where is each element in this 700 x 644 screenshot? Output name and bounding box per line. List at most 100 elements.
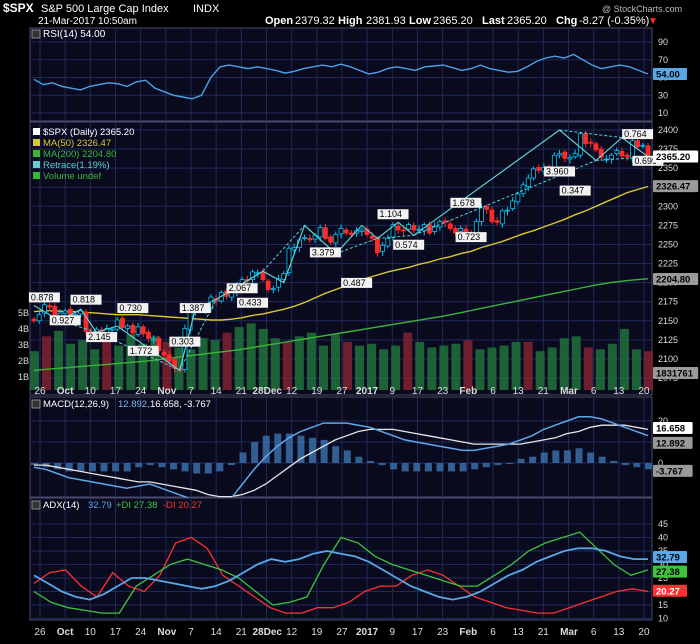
candle-body (536, 166, 542, 171)
x-axis-price-label: 13 (513, 386, 525, 397)
last-label: Last (482, 15, 505, 27)
candle-body (151, 338, 157, 341)
macd-histogram-bar (413, 463, 421, 472)
macd-histogram-bar (216, 463, 224, 472)
macd-line (33, 416, 649, 506)
price-legend-item: Volume undef (43, 171, 101, 182)
retrace-label-bg (237, 297, 269, 308)
macd-histogram-bar (575, 448, 583, 463)
x-axis-bottom-label: 27 (336, 627, 348, 638)
ma50-badge (653, 180, 699, 193)
macd-histogram-bar (297, 435, 305, 463)
volume-bar (367, 343, 377, 390)
plus-di-badge-label: 27.38 (656, 567, 680, 578)
x-axis-price-label: 24 (135, 386, 147, 397)
macd-histogram-bar (332, 446, 340, 463)
retrace-label-bg (28, 292, 60, 303)
price-tick-label: 2300 (658, 201, 678, 211)
volume-bar (198, 338, 208, 390)
x-axis-bottom-label: 7 (188, 627, 194, 638)
macd-histogram-bar (251, 442, 259, 463)
candle-body (593, 143, 599, 151)
candle-body (562, 151, 568, 159)
x-axis-bottom-label: 13 (513, 627, 525, 638)
volume-bar (547, 347, 557, 390)
volume-badge-label: 1831761 (656, 369, 694, 380)
macd-histogram-bar (262, 435, 270, 463)
macd-histogram-bar (77, 463, 85, 472)
x-axis-bottom-label: 19 (311, 627, 323, 638)
rsi-badge (653, 67, 687, 80)
price-tick-label: 2250 (658, 239, 678, 249)
x-axis-price-label: 21 (236, 386, 248, 397)
candle-body (489, 209, 495, 222)
volume-bar (343, 341, 353, 390)
macd-histogram-bar (135, 463, 143, 468)
retrace-dashed-line (559, 129, 623, 139)
macd-histogram-bar (123, 463, 131, 472)
plus-di-badge (653, 565, 687, 578)
symbol: $SPX (3, 1, 34, 15)
candle-body (531, 168, 536, 179)
rsi-legend-swatch (31, 29, 41, 39)
macd-histogram-bar (239, 452, 247, 463)
index-name: S&P 500 Large Cap Index (41, 3, 169, 15)
x-axis-bottom-label: 13 (613, 627, 625, 638)
macd-histogram-bar (621, 463, 629, 466)
macd-histogram-bar (285, 433, 293, 463)
candle-body (140, 326, 146, 335)
macd-histogram-bar (587, 452, 595, 463)
candle-body (479, 207, 484, 222)
rsi-badge-label: 54.00 (656, 69, 680, 80)
candle-body (515, 193, 521, 203)
rsi-panel-frame (29, 27, 653, 122)
candle-body (307, 237, 313, 241)
macd-histogram-bar (227, 463, 235, 466)
macd-signal-badge (653, 422, 693, 435)
retrace-dashed-line (413, 160, 597, 236)
macd-histogram-bar (540, 452, 548, 463)
retrace-label-bg (169, 336, 201, 347)
candle-body (375, 237, 380, 254)
candle-body (135, 326, 141, 335)
candle-body (494, 220, 500, 223)
retrace-label: 1.678 (452, 198, 475, 208)
volume-bar (427, 347, 437, 390)
x-axis-price-label: 23 (437, 386, 449, 397)
candle-body (130, 324, 136, 334)
candle-body (322, 227, 328, 239)
retrace-label: 0.730 (119, 303, 142, 313)
ma200-badge (653, 272, 699, 285)
x-axis-bottom-label: 20 (638, 627, 650, 638)
x-axis-price-label: 19 (311, 386, 323, 397)
low-value: 2365.20 (433, 15, 473, 27)
macd-histogram-bar (494, 463, 502, 466)
macd-histogram-bar (563, 450, 571, 463)
volume-bar (644, 351, 653, 390)
volume-bar (150, 336, 160, 390)
last-price-badge-label: 2365.20 (656, 152, 690, 163)
price-legend-swatch (33, 172, 40, 179)
price-tick-label: 2125 (658, 335, 678, 345)
volume-bar (54, 330, 64, 390)
candle-body (276, 278, 281, 288)
rsi-tick-label: 90 (658, 37, 668, 47)
retrace-label: 0.764 (624, 129, 647, 139)
adx-legend-name: ADX(14) (43, 500, 79, 511)
macd-panel-frame (29, 396, 653, 498)
macd-histogram-bar (424, 463, 432, 472)
x-axis-bottom-label: 6 (490, 627, 496, 638)
candle-body (624, 154, 630, 158)
candle-body (328, 236, 333, 243)
macd-histogram-bar (181, 463, 189, 472)
volume-bar (475, 349, 485, 390)
macd-histogram-bar (529, 456, 537, 463)
candle-body (369, 235, 375, 239)
x-axis-bottom-label: 21 (538, 627, 550, 638)
volume-bar (90, 349, 100, 390)
macd-histogram-bar (366, 460, 374, 463)
volume-bar (463, 340, 473, 390)
volume-bar (595, 349, 605, 390)
high-value: 2381.93 (366, 15, 406, 27)
macd-histogram-bar (193, 463, 201, 474)
